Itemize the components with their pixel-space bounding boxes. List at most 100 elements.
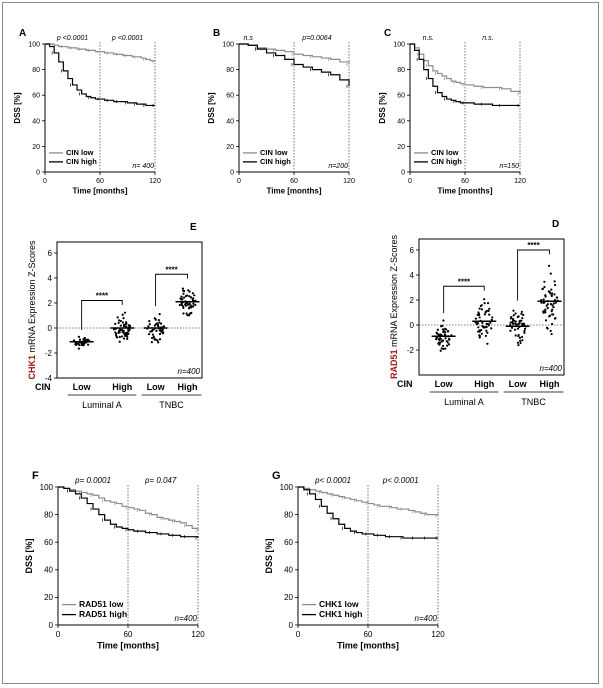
panel-E-data-point	[112, 328, 116, 331]
panel-F-legend-label-low: RAD51 low	[79, 599, 124, 609]
panel-E-data-point	[122, 337, 126, 340]
panel-E-data-point	[184, 303, 187, 306]
panel-D-significance-label: ****	[458, 277, 471, 286]
panel-A-y-tick-label: 100	[28, 41, 40, 48]
panel-E-y-tick-label: 6	[48, 249, 53, 258]
panel-D-data-point	[509, 323, 512, 327]
panel-E-data-point	[180, 302, 183, 305]
panel-C-x-axis-title: Time [months]	[438, 186, 493, 195]
panel-E-data-point	[180, 303, 184, 307]
panel-D-data-point	[514, 320, 517, 323]
panel-B-y-tick-label: 100	[222, 41, 234, 48]
panel-D-data-point	[445, 344, 449, 347]
panel-A-legend-label-high: CIN high	[66, 157, 97, 166]
panel-D-data-point	[442, 319, 445, 322]
panel-C-p-value: n.s.	[423, 35, 434, 42]
panel-D-data-point	[480, 308, 484, 311]
panel-E-category-label: High	[178, 382, 198, 392]
panel-E-data-point	[80, 343, 83, 347]
panel-E-y-tick-label: -4	[45, 374, 53, 383]
panel-D-data-point	[552, 305, 555, 309]
panel-G-y-tick-label: 20	[284, 593, 293, 602]
panel-F-curve-low	[58, 486, 199, 532]
panel-D-data-point	[486, 302, 490, 305]
panel-D-data-point	[513, 328, 517, 331]
panel-E-data-point	[158, 332, 162, 336]
panel-A-x-tick-label: 120	[149, 178, 161, 185]
panel-G-n-label: n=400	[415, 614, 438, 623]
panel-D-category-label: High	[540, 379, 560, 389]
panel-E-data-point	[80, 342, 83, 345]
panel-F-legend-label-high: RAD51 high	[79, 609, 127, 619]
panel-D-data-point	[543, 280, 546, 283]
panel-D-y-tick-label: -2	[407, 346, 415, 355]
panel-D-data-point	[478, 334, 481, 337]
panel-D-significance-bracket	[517, 249, 550, 301]
panel-E-gene-name: CHK1	[27, 355, 37, 380]
panel-A-n-label: n= 400	[132, 163, 154, 170]
panel-D-data-point	[437, 333, 440, 336]
panel-D-data-point	[521, 316, 524, 320]
panel-D-data-point	[551, 308, 554, 311]
panel-E-group-prefix: CIN	[35, 382, 51, 392]
panel-D-data-point	[437, 342, 440, 345]
panel-F-x-tick-label: 60	[124, 630, 133, 639]
panel-D-data-point	[553, 293, 556, 296]
panel-E-data-point	[147, 325, 150, 328]
panel-E-data-point	[180, 298, 183, 301]
panel-E-data-point	[122, 317, 125, 320]
panel-E-data-point	[161, 328, 164, 331]
panel-D-data-point	[439, 349, 442, 352]
panel-E-category-label: High	[112, 382, 132, 392]
panel-E-data-point	[126, 337, 129, 341]
panel-D-data-point	[478, 316, 481, 319]
panel-E-chk1-dot-plot: E -4 -2 0 2 4 6 CHK1 mRNA Expression Z-Scores **…	[27, 222, 203, 410]
panel-E-data-point	[121, 313, 124, 316]
panel-F-x-tick-label: 0	[56, 630, 61, 639]
panel-D-data-point	[550, 332, 553, 336]
panel-D-data-point	[522, 322, 526, 325]
panel-G-x-tick-label: 120	[431, 630, 445, 639]
panel-B-y-tick-label: 60	[226, 93, 234, 100]
panel-G-p-value: p< 0.0001	[382, 476, 419, 485]
panel-C-label: C	[384, 28, 391, 39]
panel-F-y-tick-label: 40	[44, 566, 53, 575]
panel-D-n-label: n=400	[540, 364, 563, 373]
panel-D-data-point	[551, 304, 554, 307]
panel-E-data-point	[187, 307, 191, 310]
panel-D-data-point	[436, 328, 439, 331]
panel-C-curve-high	[410, 43, 520, 107]
panel-E-data-point	[157, 319, 160, 322]
panel-D-data-point	[542, 311, 545, 314]
panel-G-y-tick-label: 40	[284, 566, 293, 575]
panel-E-data-point	[158, 313, 161, 316]
panel-E-data-point	[178, 303, 181, 307]
panel-A-x-tick-label: 0	[43, 178, 47, 185]
panel-E-data-point	[187, 303, 190, 306]
panel-E-data-point	[153, 317, 156, 320]
panel-C-p-value: n.s.	[482, 35, 493, 42]
panel-D-subtype-label: Luminal A	[444, 397, 484, 407]
panel-D-data-point	[547, 290, 550, 293]
panel-C-y-tick-label: 60	[397, 93, 405, 100]
panel-D-data-point	[519, 339, 522, 342]
panel-D-data-point	[477, 330, 480, 333]
panel-D-data-point	[481, 321, 484, 324]
panel-E-data-point	[148, 323, 151, 326]
panel-D-data-point	[546, 303, 549, 306]
panel-E-subtype-label: Luminal A	[82, 400, 122, 410]
panel-B-label: B	[213, 28, 220, 39]
panel-E-data-point	[186, 314, 189, 317]
panel-A-y-tick-label: 20	[32, 144, 40, 151]
panel-C-y-tick-label: 20	[397, 144, 405, 151]
panel-G-y-tick-label: 80	[284, 510, 293, 519]
panel-E-data-point	[148, 319, 151, 323]
panel-F-curve-high	[58, 486, 199, 539]
panel-D-data-point	[544, 319, 548, 322]
panel-E-plot-frame	[56, 241, 203, 379]
panel-D-data-point	[441, 344, 445, 347]
panel-G-curve-low	[298, 486, 439, 516]
panel-G-legend-label-high: CHK1 high	[319, 609, 362, 619]
panel-B-curve-high	[239, 43, 350, 87]
panel-D-data-point	[442, 347, 445, 350]
